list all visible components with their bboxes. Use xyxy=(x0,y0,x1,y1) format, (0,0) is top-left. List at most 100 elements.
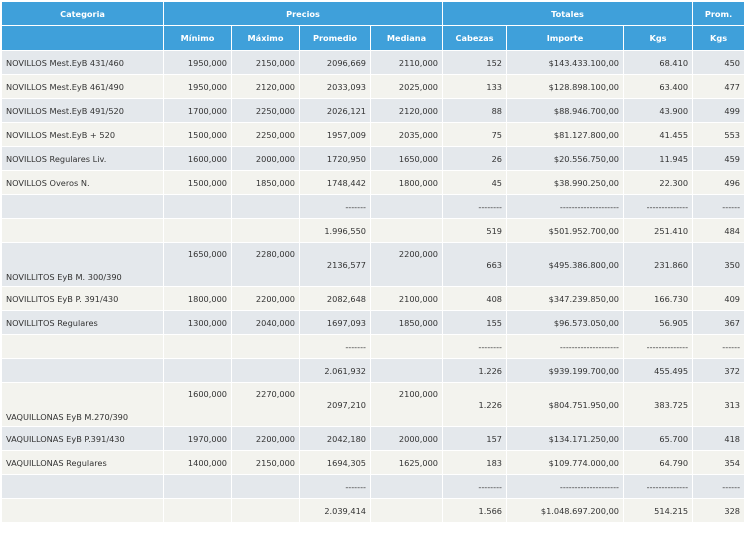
table-row: NOVILLOS Mest.EyB 431/460 1950,000 2150,00… xyxy=(1,50,745,75)
cell-mediana: 2100,000 xyxy=(370,286,443,311)
cell-promedio: 1720,950 xyxy=(299,146,371,171)
cell-promedio: 2033,093 xyxy=(299,74,371,99)
cell-maximo xyxy=(231,194,300,219)
cell-prom-kgs: 499 xyxy=(692,98,745,123)
cell-cabezas: 152 xyxy=(442,50,507,75)
cell-categoria xyxy=(1,218,164,243)
table-row: VAQUILLONAS EyB M.270/390 1600,000 2270,00… xyxy=(1,382,745,427)
table-row: 2.061,932 1.226 $939.199.700,00 455.495 372 xyxy=(1,358,745,383)
header-importe: Importe xyxy=(506,25,624,51)
cell-mediana: 1850,000 xyxy=(370,310,443,335)
cell-mediana: 2200,000 xyxy=(370,242,443,287)
cell-mediana xyxy=(370,474,443,499)
cell-cabezas: 408 xyxy=(442,286,507,311)
cell-categoria: NOVILLOS Mest.EyB + 520 xyxy=(1,122,164,147)
cell-mediana: 2100,000 xyxy=(370,382,443,427)
cell-categoria xyxy=(1,474,164,499)
cell-minimo xyxy=(163,194,232,219)
cell-mediana: 1800,000 xyxy=(370,170,443,195)
header-blank xyxy=(1,25,164,51)
cell-categoria: NOVILLITOS EyB P. 391/430 xyxy=(1,286,164,311)
cell-kgs: 22.300 xyxy=(622,170,694,195)
cell-prom-kgs: 484 xyxy=(692,218,745,243)
cell-promedio: 2.039,414 xyxy=(299,498,371,523)
cell-minimo: 1300,000 xyxy=(163,310,232,335)
cell-kgs: 383.725 xyxy=(622,382,694,427)
table-row: VAQUILLONAS EyB P.391/430 1970,000 2200,00… xyxy=(1,426,745,451)
cell-minimo: 1970,000 xyxy=(163,426,232,451)
table-row: ------- -------- -------------------- -----… xyxy=(1,334,745,359)
header-totales: Totales xyxy=(441,1,694,26)
table-row: VAQUILLONAS Regulares 1400,000 2150,000 169… xyxy=(1,450,745,475)
table-row: NOVILLITOS EyB M. 300/390 1650,000 2280,00… xyxy=(1,242,745,287)
cell-prom-kgs: 372 xyxy=(692,358,745,383)
header-prom: Prom. xyxy=(692,1,745,26)
cell-promedio: ------- xyxy=(299,334,371,359)
cell-prom-kgs: 450 xyxy=(692,50,745,75)
header-promedio: Promedio xyxy=(299,25,371,51)
cell-promedio: 2097,210 xyxy=(299,382,371,427)
cell-prom-kgs: 477 xyxy=(692,74,745,99)
cell-maximo xyxy=(231,358,300,383)
cell-prom-kgs: 553 xyxy=(692,122,745,147)
header-minimo: Mínimo xyxy=(163,25,232,51)
cell-cabezas: 75 xyxy=(442,122,507,147)
cell-promedio: 1694,305 xyxy=(299,450,371,475)
cell-minimo: 1950,000 xyxy=(163,50,232,75)
header-precios: Precios xyxy=(163,1,443,26)
table-row: NOVILLOS Overos N. 1500,000 1850,000 1748,4… xyxy=(1,170,745,195)
cell-categoria: NOVILLOS Overos N. xyxy=(1,170,164,195)
cell-prom-kgs: 409 xyxy=(692,286,745,311)
cell-minimo: 1600,000 xyxy=(163,382,232,427)
table-row: NOVILLITOS Regulares 1300,000 2040,000 1697… xyxy=(1,310,745,335)
cell-mediana xyxy=(370,218,443,243)
cell-importe: $1.048.697.200,00 xyxy=(506,498,624,523)
cell-kgs: -------------- xyxy=(622,474,694,499)
cell-promedio: ------- xyxy=(299,194,371,219)
cell-mediana xyxy=(370,498,443,523)
cell-promedio: 1748,442 xyxy=(299,170,371,195)
cell-categoria: NOVILLOS Mest.EyB 461/490 xyxy=(1,74,164,99)
cell-prom-kgs: ------ xyxy=(692,194,745,219)
cell-mediana xyxy=(370,334,443,359)
cell-maximo: 2200,000 xyxy=(231,286,300,311)
cell-minimo: 1950,000 xyxy=(163,74,232,99)
table-row: 2.039,414 1.566 $1.048.697.200,00 514.215 32… xyxy=(1,498,745,523)
cell-importe: $96.573.050,00 xyxy=(506,310,624,335)
cell-minimo: 1700,000 xyxy=(163,98,232,123)
cell-cabezas: 88 xyxy=(442,98,507,123)
cell-promedio: 2082,648 xyxy=(299,286,371,311)
cell-mediana: 1625,000 xyxy=(370,450,443,475)
table-body: NOVILLOS Mest.EyB 431/460 1950,000 2150,00… xyxy=(1,50,745,523)
cell-kgs: 43.900 xyxy=(622,98,694,123)
cell-kgs: -------------- xyxy=(622,334,694,359)
cell-minimo: 1600,000 xyxy=(163,146,232,171)
cell-minimo xyxy=(163,218,232,243)
cell-cabezas: 519 xyxy=(442,218,507,243)
cell-cabezas: 45 xyxy=(442,170,507,195)
cell-importe: $38.990.250,00 xyxy=(506,170,624,195)
cell-cabezas: 26 xyxy=(442,146,507,171)
cell-promedio: 1697,093 xyxy=(299,310,371,335)
cell-kgs: 166.730 xyxy=(622,286,694,311)
cell-minimo: 1500,000 xyxy=(163,170,232,195)
cell-maximo: 2250,000 xyxy=(231,122,300,147)
cell-minimo: 1500,000 xyxy=(163,122,232,147)
cell-promedio: 2042,180 xyxy=(299,426,371,451)
cell-importe: $128.898.100,00 xyxy=(506,74,624,99)
cell-cabezas: -------- xyxy=(442,334,507,359)
cell-categoria: NOVILLOS Mest.EyB 491/520 xyxy=(1,98,164,123)
cell-promedio: 2026,121 xyxy=(299,98,371,123)
header-mediana: Mediana xyxy=(370,25,443,51)
cell-cabezas: 1.226 xyxy=(442,358,507,383)
cell-maximo xyxy=(231,218,300,243)
cell-importe: $109.774.000,00 xyxy=(506,450,624,475)
cell-cabezas: 1.566 xyxy=(442,498,507,523)
cell-importe: $88.946.700,00 xyxy=(506,98,624,123)
cell-mediana: 2120,000 xyxy=(370,98,443,123)
cell-prom-kgs: 418 xyxy=(692,426,745,451)
cell-importe: $81.127.800,00 xyxy=(506,122,624,147)
cell-categoria: NOVILLITOS EyB M. 300/390 xyxy=(1,242,164,287)
cell-mediana: 2000,000 xyxy=(370,426,443,451)
cell-importe: $939.199.700,00 xyxy=(506,358,624,383)
